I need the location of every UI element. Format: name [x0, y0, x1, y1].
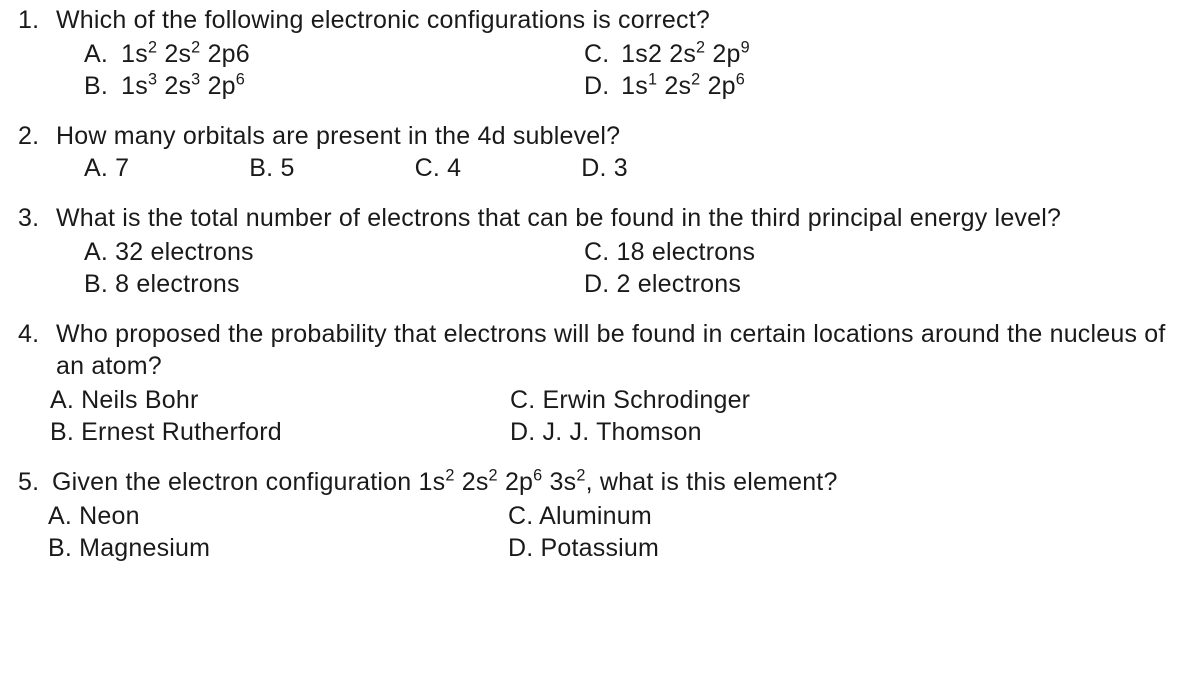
option-d: D. 2 electrons: [584, 268, 1190, 300]
option-c: C. Erwin Schrodinger: [510, 384, 1190, 416]
option-b: B. 8 electrons: [84, 268, 584, 300]
question-text: What is the total number of electrons th…: [56, 202, 1190, 234]
option-d: D. 3: [581, 152, 628, 184]
question-3: 3. What is the total number of electrons…: [18, 202, 1190, 300]
option-d: D. Potassium: [508, 532, 1190, 564]
question-number: 1.: [18, 4, 56, 36]
option-d: D. J. J. Thomson: [510, 416, 1190, 448]
question-3-options: A. 32 electrons C. 18 electrons B. 8 ele…: [18, 236, 1190, 300]
question-3-stem: 3. What is the total number of electrons…: [18, 202, 1190, 234]
question-text: Given the electron configuration 1s2 2s2…: [52, 466, 1190, 498]
option-a-text: 1s2 2s2 2p6: [121, 40, 250, 68]
option-c: C. 4: [415, 152, 462, 184]
question-4-stem: 4. Who proposed the probability that ele…: [18, 318, 1190, 382]
option-a: A. Neon: [48, 500, 508, 532]
option-d: D. 1s1 2s2 2p6: [584, 70, 1190, 102]
option-a: A. 7: [84, 152, 129, 184]
option-c: C. 18 electrons: [584, 236, 1190, 268]
question-2-options: A. 7 B. 5 C. 4 D. 3: [84, 152, 1190, 184]
question-4-options: A. Neils Bohr C. Erwin Schrodinger B. Er…: [18, 384, 1190, 448]
worksheet-page: 1. Which of the following electronic con…: [0, 0, 1200, 674]
option-b: B. 1s3 2s3 2p6: [84, 70, 584, 102]
question-2: 2. How many orbitals are present in the …: [18, 120, 1190, 184]
question-number: 3.: [18, 202, 56, 234]
question-5-options: A. Neon C. Aluminum B. Magnesium D. Pota…: [18, 500, 1190, 564]
option-a: A. 1s2 2s2 2p6: [84, 38, 584, 70]
question-1: 1. Which of the following electronic con…: [18, 4, 1190, 102]
option-b: B. 5: [249, 152, 294, 184]
option-c: C. Aluminum: [508, 500, 1190, 532]
question-4: 4. Who proposed the probability that ele…: [18, 318, 1190, 448]
question-5-stem: 5. Given the electron configuration 1s2 …: [18, 466, 1190, 498]
question-1-options: A. 1s2 2s2 2p6 C. 1s2 2s2 2p9 B. 1s3 2s3…: [18, 38, 1190, 102]
question-number: 5.: [18, 466, 52, 498]
option-a: A. 32 electrons: [84, 236, 584, 268]
option-b: B. Ernest Rutherford: [50, 416, 510, 448]
question-text: Which of the following electronic config…: [56, 4, 1190, 36]
question-text: How many orbitals are present in the 4d …: [56, 120, 1190, 152]
question-2-stem: 2. How many orbitals are present in the …: [18, 120, 1190, 152]
question-text: Who proposed the probability that electr…: [56, 318, 1190, 382]
question-number: 2.: [18, 120, 56, 152]
question-1-stem: 1. Which of the following electronic con…: [18, 4, 1190, 36]
question-number: 4.: [18, 318, 56, 350]
option-d-text: 1s1 2s2 2p6: [621, 72, 745, 100]
option-c-text: 1s2 2s2 2p9: [621, 40, 750, 68]
option-a: A. Neils Bohr: [50, 384, 510, 416]
option-b: B. Magnesium: [48, 532, 508, 564]
question-5: 5. Given the electron configuration 1s2 …: [18, 466, 1190, 564]
option-c: C. 1s2 2s2 2p9: [584, 38, 1190, 70]
option-b-text: 1s3 2s3 2p6: [121, 72, 245, 100]
